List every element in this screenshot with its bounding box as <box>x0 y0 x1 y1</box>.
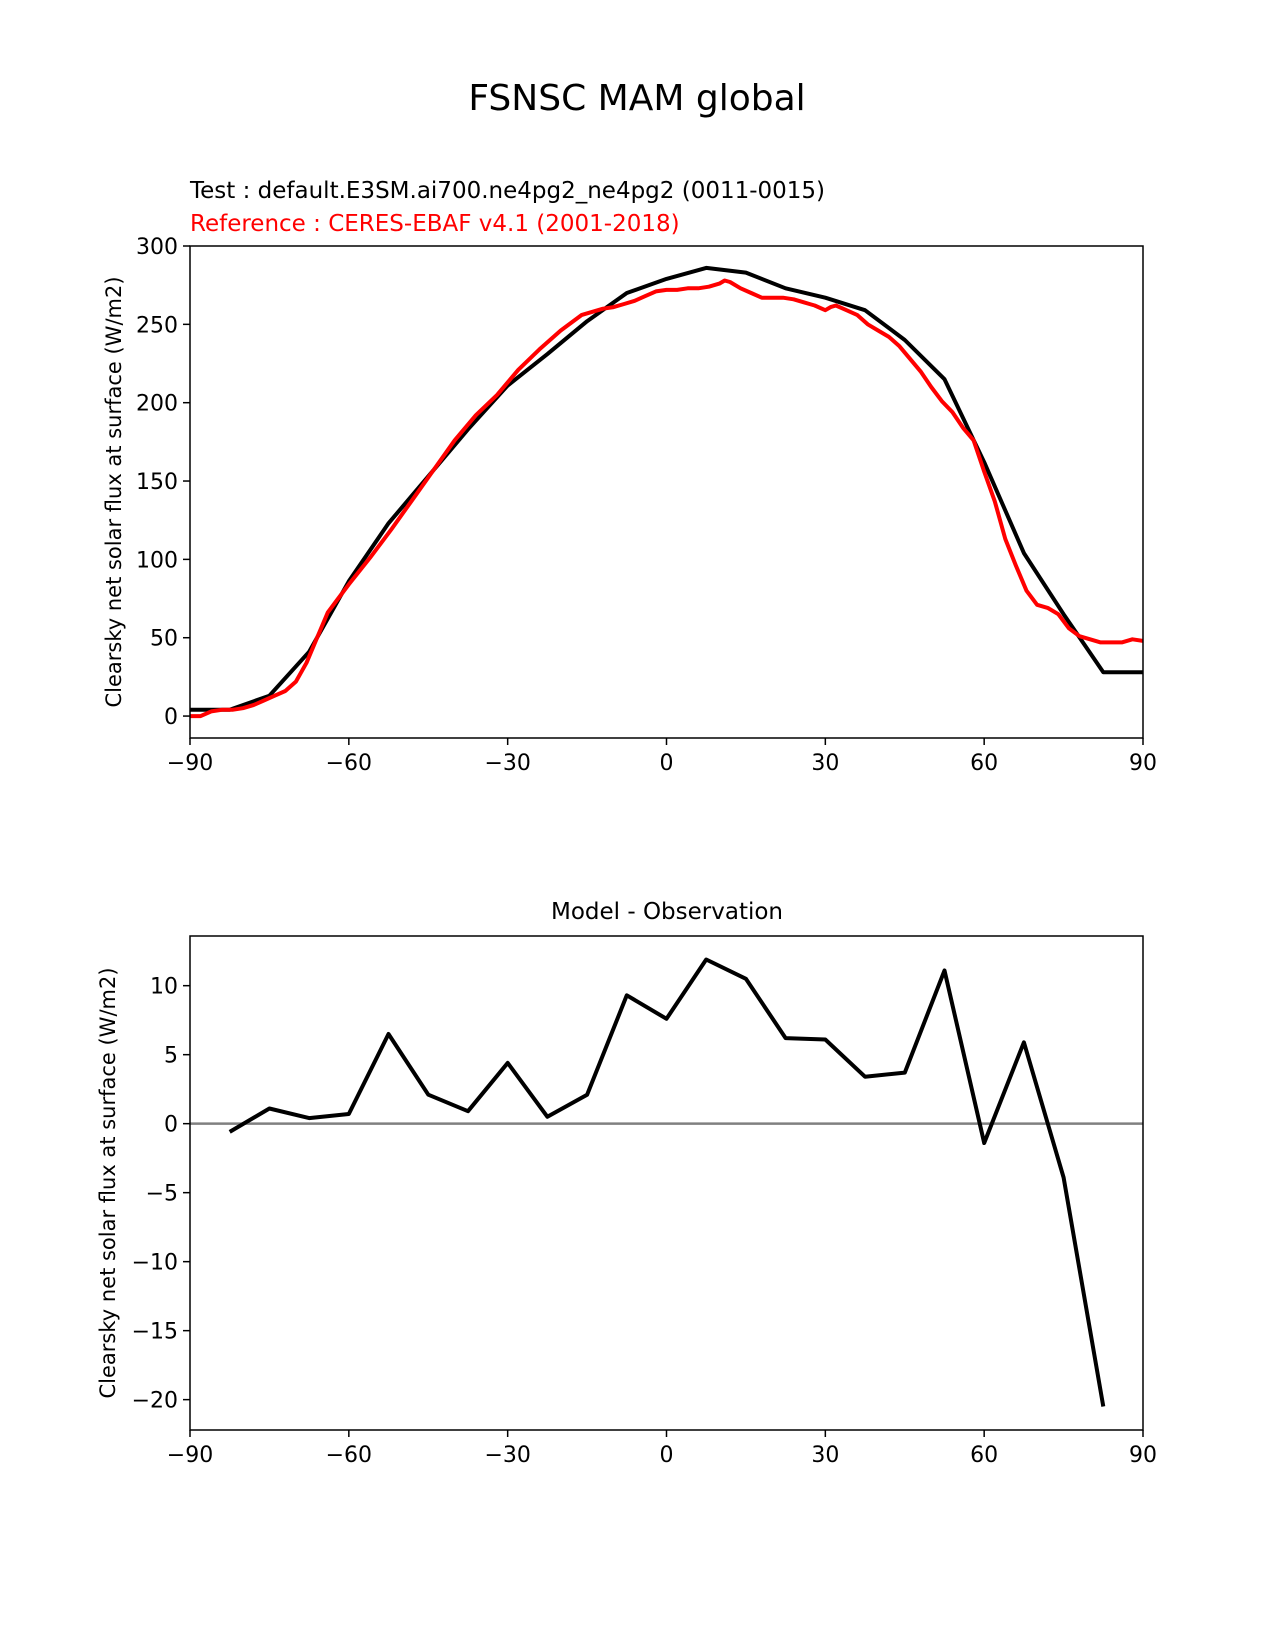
x-tick-label: 60 <box>970 751 998 776</box>
y-tick-label: 150 <box>136 470 178 495</box>
y-tick-label: 10 <box>150 975 178 1000</box>
top-plot: −90 −60 −30 0 30 60 90 0 50 100 150 200 250 300 Clears… <box>102 235 1157 776</box>
y-tick-label: 50 <box>150 627 178 652</box>
plot-frame <box>189 935 1144 1431</box>
reference-label: Reference : CERES-EBAF v4.1 (2001-2018) <box>190 211 680 237</box>
x-tick-label: −30 <box>484 751 530 776</box>
y-tick-label: 0 <box>164 1113 178 1138</box>
bottom-plot-title: Model - Observation <box>551 899 783 925</box>
y-tick-label: −5 <box>146 1182 178 1207</box>
test-label: Test : default.E3SM.ai700.ne4pg2_ne4pg2 … <box>189 178 825 204</box>
x-tick-label: 30 <box>811 751 839 776</box>
y-tick-label: 300 <box>136 235 178 260</box>
x-tick-label: 0 <box>660 1443 674 1468</box>
test-series-line <box>190 265 1143 712</box>
y-tick-label: 5 <box>164 1044 178 1069</box>
x-tick-label: −60 <box>326 751 372 776</box>
bottom-plot: −90 −60 −30 0 30 60 90 −20 −15 −10 −5 0 5 10 Clearsky … <box>96 935 1157 1468</box>
x-tick-label: 90 <box>1129 751 1157 776</box>
y-tick-label: −20 <box>132 1389 178 1414</box>
y-tick-label: −15 <box>132 1320 178 1345</box>
plot-frame <box>189 245 1144 739</box>
figure-title: FSNSC MAM global <box>468 78 805 119</box>
x-tick-label: 60 <box>970 1443 998 1468</box>
x-tick-label: −30 <box>484 1443 530 1468</box>
y-tick-label: 100 <box>136 548 178 573</box>
y-tick-label: 250 <box>136 313 178 338</box>
x-tick-label: −60 <box>326 1443 372 1468</box>
x-tick-label: 0 <box>660 751 674 776</box>
difference-series-line <box>228 957 1106 1407</box>
y-tick-label: 200 <box>136 392 178 417</box>
x-tick-label: −90 <box>167 1443 213 1468</box>
reference-series-line <box>190 278 1143 719</box>
y-axis-label: Clearsky net solar flux at surface (W/m2… <box>96 967 120 1398</box>
x-tick-label: 90 <box>1129 1443 1157 1468</box>
x-tick-label: 30 <box>811 1443 839 1468</box>
y-axis-label: Clearsky net solar flux at surface (W/m2… <box>102 276 126 707</box>
y-tick-label: 0 <box>164 705 178 730</box>
y-tick-label: −10 <box>132 1251 178 1276</box>
x-tick-label: −90 <box>167 751 213 776</box>
